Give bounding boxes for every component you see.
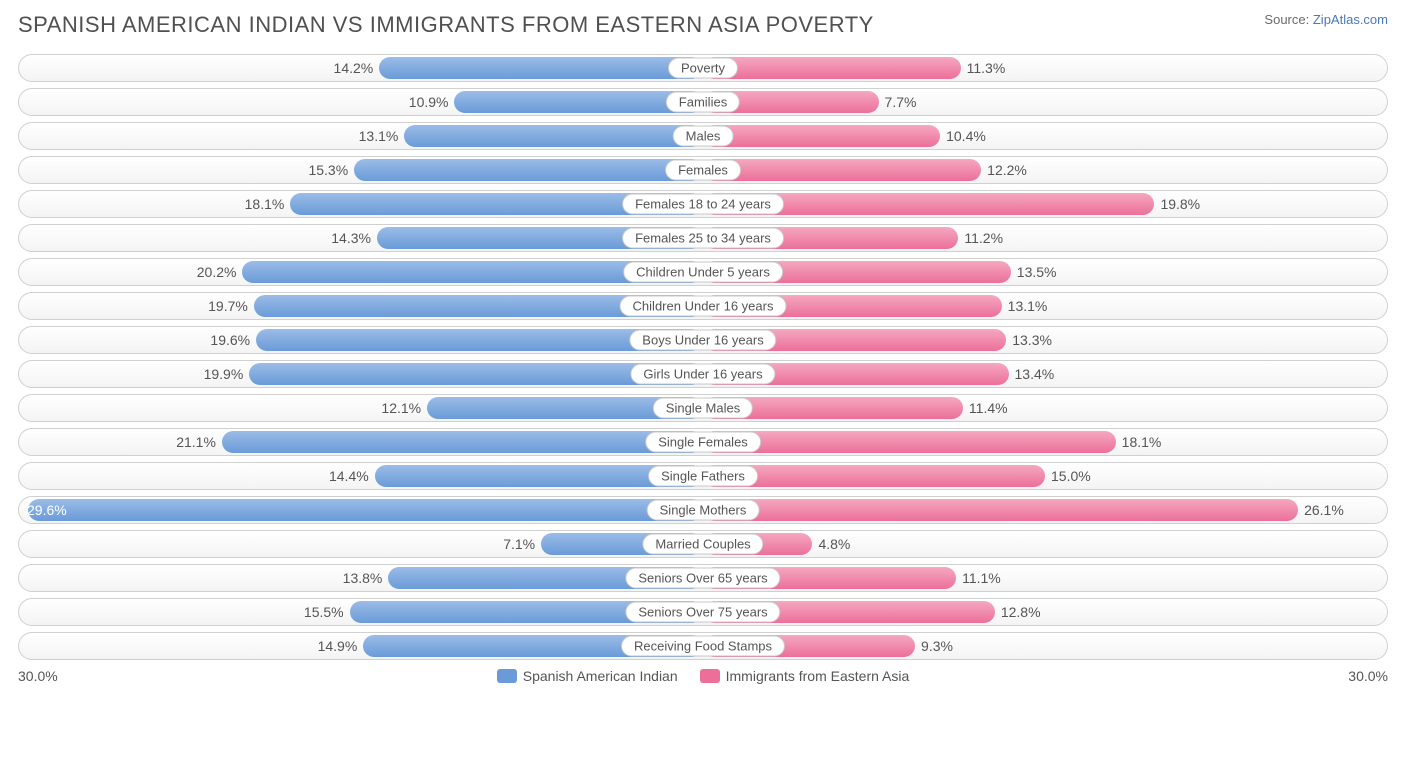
value-right: 19.8%: [1160, 196, 1200, 212]
axis-max-right: 30.0%: [1348, 668, 1388, 684]
value-left: 14.4%: [329, 468, 369, 484]
bar-left: [379, 57, 703, 79]
category-label: Receiving Food Stamps: [621, 636, 785, 657]
value-right: 13.5%: [1017, 264, 1057, 280]
value-left: 21.1%: [176, 434, 216, 450]
legend: Spanish American Indian Immigrants from …: [497, 668, 910, 684]
value-right: 13.1%: [1008, 298, 1048, 314]
value-left: 14.2%: [334, 60, 374, 76]
value-left: 29.6%: [27, 502, 67, 518]
value-left: 20.2%: [197, 264, 237, 280]
value-right: 13.4%: [1015, 366, 1055, 382]
chart-row: 19.6% 13.3% Boys Under 16 years: [18, 326, 1388, 354]
value-right: 18.1%: [1122, 434, 1162, 450]
value-left: 19.7%: [208, 298, 248, 314]
legend-swatch-icon: [700, 669, 720, 683]
bar-right: [703, 57, 961, 79]
chart-row: 14.4% 15.0% Single Fathers: [18, 462, 1388, 490]
chart-row: 12.1% 11.4% Single Males: [18, 394, 1388, 422]
chart-header: SPANISH AMERICAN INDIAN VS IMMIGRANTS FR…: [18, 12, 1388, 38]
chart-row: 29.6% 26.1% Single Mothers: [18, 496, 1388, 524]
value-right: 11.4%: [969, 400, 1008, 416]
value-left: 15.3%: [308, 162, 348, 178]
bar-left: [222, 431, 703, 453]
value-left: 7.1%: [503, 536, 535, 552]
value-left: 19.9%: [204, 366, 244, 382]
category-label: Females 25 to 34 years: [622, 228, 784, 249]
value-right: 10.4%: [946, 128, 986, 144]
source-link[interactable]: ZipAtlas.com: [1313, 12, 1388, 27]
chart-row: 21.1% 18.1% Single Females: [18, 428, 1388, 456]
category-label: Single Fathers: [648, 466, 758, 487]
bar-left: [354, 159, 703, 181]
category-label: Girls Under 16 years: [630, 364, 775, 385]
value-right: 11.2%: [964, 230, 1003, 246]
chart-row: 19.9% 13.4% Girls Under 16 years: [18, 360, 1388, 388]
value-right: 12.2%: [987, 162, 1027, 178]
category-label: Families: [666, 92, 740, 113]
category-label: Single Females: [645, 432, 761, 453]
category-label: Males: [673, 126, 734, 147]
value-right: 12.8%: [1001, 604, 1041, 620]
chart-row: 14.3% 11.2% Females 25 to 34 years: [18, 224, 1388, 252]
category-label: Boys Under 16 years: [629, 330, 776, 351]
value-left: 10.9%: [409, 94, 449, 110]
category-label: Seniors Over 75 years: [625, 602, 780, 623]
axis-max-left: 30.0%: [18, 668, 58, 684]
chart-row: 15.5% 12.8% Seniors Over 75 years: [18, 598, 1388, 626]
category-label: Married Couples: [642, 534, 763, 555]
category-label: Single Males: [653, 398, 753, 419]
diverging-bar-chart: 14.2%11.3%Poverty10.9%7.7%Families13.1%1…: [18, 54, 1388, 660]
bar-right: [703, 159, 981, 181]
chart-row: 7.1% 4.8% Married Couples: [18, 530, 1388, 558]
chart-row: 10.9% 7.7% Families: [18, 88, 1388, 116]
value-left: 12.1%: [381, 400, 421, 416]
bar-right: [703, 125, 940, 147]
bar-left: [28, 499, 703, 521]
value-left: 18.1%: [245, 196, 285, 212]
value-right: 11.1%: [962, 570, 1001, 586]
value-left: 19.6%: [210, 332, 250, 348]
chart-row: 13.1% 10.4% Males: [18, 122, 1388, 150]
value-left: 14.3%: [331, 230, 371, 246]
value-right: 26.1%: [1304, 502, 1344, 518]
category-label: Poverty: [668, 58, 738, 79]
chart-row: 15.3% 12.2% Females: [18, 156, 1388, 184]
value-right: 11.3%: [967, 60, 1006, 76]
chart-title: SPANISH AMERICAN INDIAN VS IMMIGRANTS FR…: [18, 12, 874, 38]
bar-right: [703, 499, 1298, 521]
legend-item-right: Immigrants from Eastern Asia: [700, 668, 910, 684]
value-right: 15.0%: [1051, 468, 1091, 484]
value-right: 4.8%: [818, 536, 850, 552]
value-left: 13.8%: [343, 570, 383, 586]
chart-row: 19.7% 13.1% Children Under 16 years: [18, 292, 1388, 320]
source-label: Source:: [1264, 12, 1309, 27]
legend-item-left: Spanish American Indian: [497, 668, 678, 684]
value-left: 14.9%: [318, 638, 358, 654]
bar-left: [404, 125, 703, 147]
chart-row: 20.2% 13.5% Children Under 5 years: [18, 258, 1388, 286]
legend-label: Spanish American Indian: [523, 668, 678, 684]
value-left: 13.1%: [359, 128, 399, 144]
chart-row: 14.2% 11.3% Poverty: [18, 54, 1388, 82]
chart-row: 14.9% 9.3% Receiving Food Stamps: [18, 632, 1388, 660]
value-right: 9.3%: [921, 638, 953, 654]
bar-right: [703, 431, 1116, 453]
chart-row: 13.8% 11.1% Seniors Over 65 years: [18, 564, 1388, 592]
chart-row: 18.1% 19.8% Females 18 to 24 years: [18, 190, 1388, 218]
source-attribution: Source: ZipAtlas.com: [1264, 12, 1388, 27]
chart-footer: 30.0% Spanish American Indian Immigrants…: [18, 668, 1388, 684]
legend-swatch-icon: [497, 669, 517, 683]
category-label: Children Under 5 years: [623, 262, 783, 283]
legend-label: Immigrants from Eastern Asia: [726, 668, 910, 684]
category-label: Children Under 16 years: [620, 296, 787, 317]
value-right: 13.3%: [1012, 332, 1052, 348]
category-label: Seniors Over 65 years: [625, 568, 780, 589]
category-label: Single Mothers: [647, 500, 760, 521]
value-right: 7.7%: [885, 94, 917, 110]
value-left: 15.5%: [304, 604, 344, 620]
category-label: Females: [665, 160, 741, 181]
category-label: Females 18 to 24 years: [622, 194, 784, 215]
